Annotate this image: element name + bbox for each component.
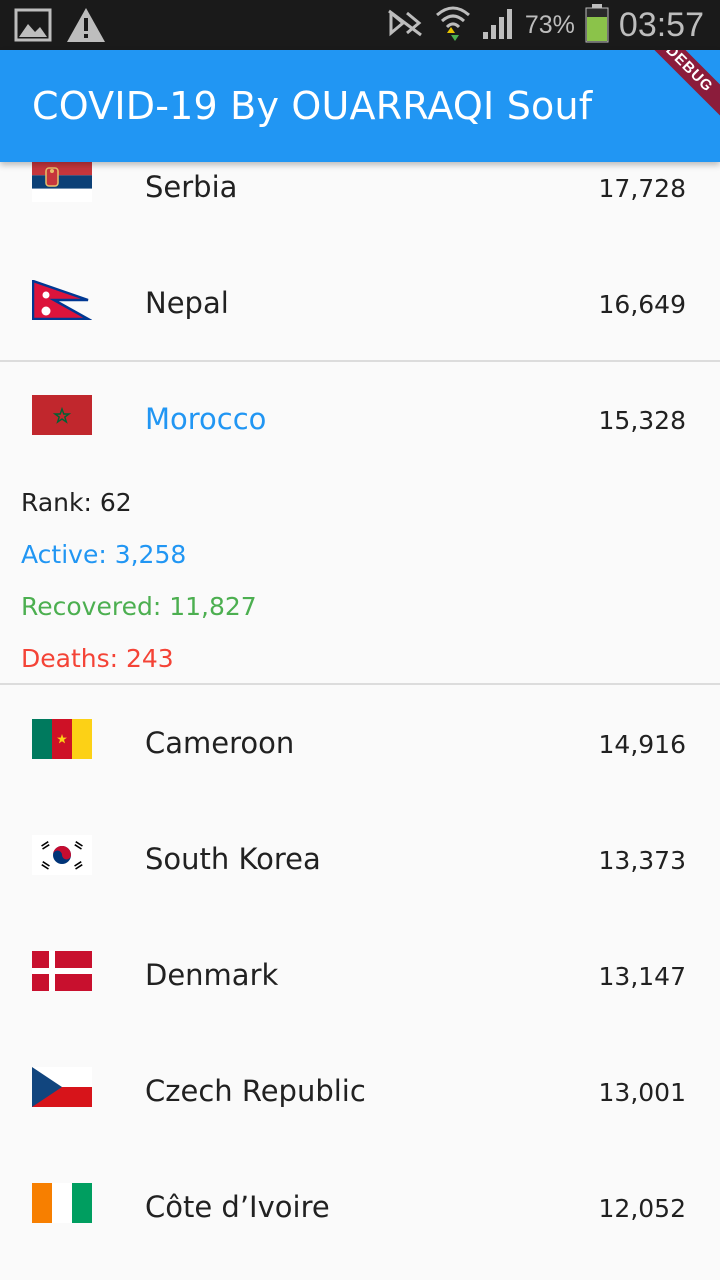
morocco-flag (32, 395, 92, 435)
app-bar: COVID-19 By OUARRAQI Souf DEBUG (0, 50, 720, 162)
cameroon-flag (32, 719, 92, 759)
country-name: Morocco (145, 402, 267, 436)
country-name: Nepal (145, 286, 229, 320)
battery-percent: 73% (524, 10, 575, 39)
list-item-denmark[interactable]: Denmark 13,147 (0, 917, 720, 1033)
warning-icon (66, 7, 106, 48)
active-label: Active: 3,258 (21, 540, 187, 569)
country-name: Côte d’Ivoire (145, 1190, 330, 1224)
cote-divoire-flag (32, 1183, 92, 1223)
list-item-cote-divoire[interactable]: Côte d’Ivoire 12,052 (0, 1149, 720, 1265)
country-name: Cameroon (145, 726, 295, 760)
signal-icon (481, 6, 515, 45)
case-count: 13,001 (598, 1078, 686, 1107)
list-item-cameroon[interactable]: Cameroon 14,916 (0, 685, 720, 801)
rank-label: Rank: 62 (21, 488, 132, 517)
denmark-flag (32, 951, 92, 991)
case-count: 12,052 (598, 1194, 686, 1223)
czech-republic-flag (32, 1067, 92, 1107)
case-count: 15,328 (598, 406, 686, 435)
country-name: Czech Republic (145, 1074, 366, 1108)
south-korea-flag (32, 835, 92, 875)
clock: 03:57 (618, 5, 704, 44)
divider (0, 683, 720, 685)
case-count: 16,649 (598, 290, 686, 319)
country-name: South Korea (145, 842, 321, 876)
nfc-icon (385, 7, 425, 44)
nepal-flag (32, 280, 92, 320)
list-item-czech-republic[interactable]: Czech Republic 13,001 (0, 1033, 720, 1149)
list-item-morocco[interactable]: Morocco 15,328 Rank: 62 Active: 3,258 Re… (0, 362, 720, 684)
debug-banner: DEBUG (635, 50, 720, 123)
recovered-label: Recovered: 11,827 (21, 592, 257, 621)
list-item-serbia[interactable]: Serbia 17,728 (0, 162, 720, 244)
wifi-icon (435, 3, 471, 48)
deaths-label: Deaths: 243 (21, 644, 174, 673)
case-count: 17,728 (598, 174, 686, 203)
case-count: 13,373 (598, 846, 686, 875)
list-item-nepal[interactable]: Nepal 16,649 (0, 244, 720, 360)
case-count: 14,916 (598, 730, 686, 759)
country-list[interactable]: Serbia 17,728 Nepal 16,649 Morocco 15,32… (0, 162, 720, 1280)
case-count: 13,147 (598, 962, 686, 991)
country-name: Serbia (145, 170, 238, 204)
battery-icon (585, 3, 609, 48)
image-icon (14, 7, 52, 48)
divider (0, 360, 720, 362)
serbia-flag (32, 162, 92, 202)
status-bar: 73% 03:57 (0, 0, 720, 50)
list-item-south-korea[interactable]: South Korea 13,373 (0, 801, 720, 917)
page-title: COVID-19 By OUARRAQI Souf (32, 84, 593, 128)
country-name: Denmark (145, 958, 279, 992)
